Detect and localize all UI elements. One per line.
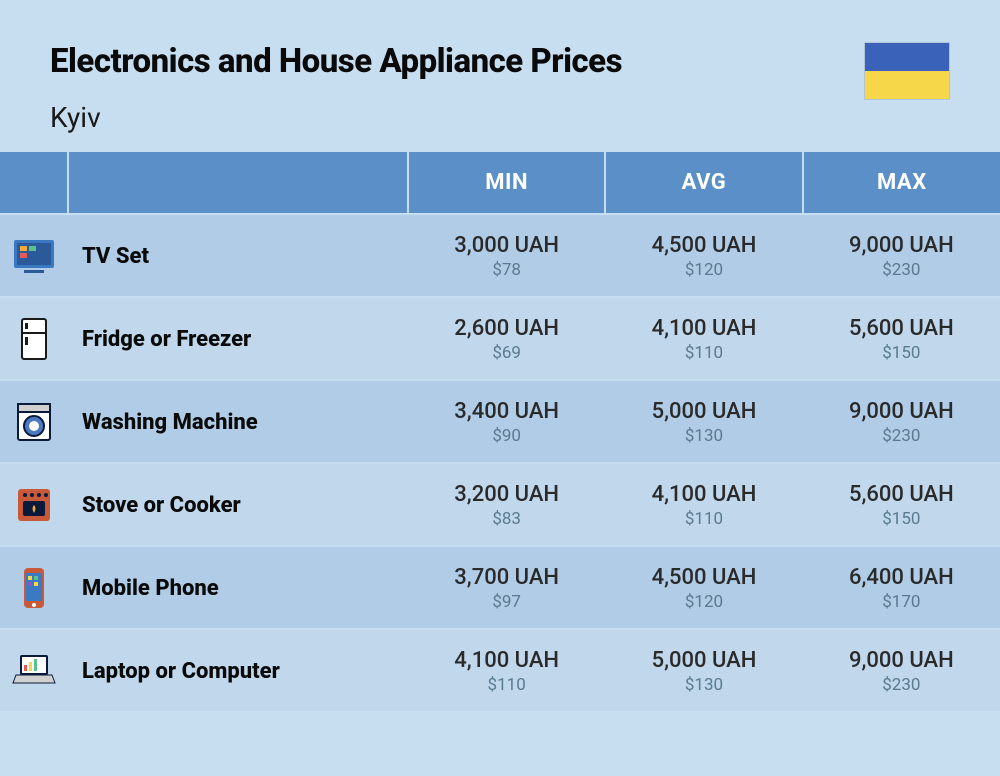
icon-cell xyxy=(0,297,68,380)
price-cell-avg: 4,500 UAH $120 xyxy=(605,546,802,629)
icon-cell xyxy=(0,380,68,463)
price-usd: $97 xyxy=(416,592,597,612)
header: Electronics and House Appliance Prices K… xyxy=(0,0,1000,152)
price-uah: 4,500 UAH xyxy=(613,233,794,258)
price-table: MIN AVG MAX TV Set 3,000 UAH $78 4,500 U… xyxy=(0,152,1000,711)
price-usd: $130 xyxy=(613,675,794,695)
table-header-avg: AVG xyxy=(605,152,802,214)
price-cell-min: 2,600 UAH $69 xyxy=(408,297,605,380)
price-usd: $130 xyxy=(613,426,794,446)
price-cell-max: 9,000 UAH $230 xyxy=(803,380,1000,463)
icon-cell xyxy=(0,629,68,711)
table-header-max: MAX xyxy=(803,152,1000,214)
icon-cell xyxy=(0,214,68,297)
page-title: Electronics and House Appliance Prices xyxy=(50,42,622,81)
price-uah: 3,200 UAH xyxy=(416,482,597,507)
price-usd: $150 xyxy=(811,509,992,529)
price-cell-min: 3,700 UAH $97 xyxy=(408,546,605,629)
icon-cell xyxy=(0,546,68,629)
price-cell-max: 9,000 UAH $230 xyxy=(803,629,1000,711)
price-usd: $230 xyxy=(811,260,992,280)
price-uah: 9,000 UAH xyxy=(811,648,992,673)
price-uah: 9,000 UAH xyxy=(811,233,992,258)
price-cell-avg: 4,100 UAH $110 xyxy=(605,297,802,380)
stove-icon xyxy=(10,481,58,529)
price-cell-avg: 4,100 UAH $110 xyxy=(605,463,802,546)
price-usd: $150 xyxy=(811,343,992,363)
table-row: Stove or Cooker 3,200 UAH $83 4,100 UAH … xyxy=(0,463,1000,546)
price-uah: 3,000 UAH xyxy=(416,233,597,258)
price-usd: $170 xyxy=(811,592,992,612)
price-cell-avg: 5,000 UAH $130 xyxy=(605,629,802,711)
price-cell-min: 3,000 UAH $78 xyxy=(408,214,605,297)
price-uah: 3,700 UAH xyxy=(416,565,597,590)
price-uah: 5,000 UAH xyxy=(613,648,794,673)
item-label: Laptop or Computer xyxy=(68,629,408,711)
table-header-item xyxy=(68,152,408,214)
price-cell-max: 9,000 UAH $230 xyxy=(803,214,1000,297)
price-uah: 5,600 UAH xyxy=(811,482,992,507)
price-uah: 5,600 UAH xyxy=(811,316,992,341)
price-usd: $110 xyxy=(613,343,794,363)
price-cell-avg: 4,500 UAH $120 xyxy=(605,214,802,297)
item-label: Fridge or Freezer xyxy=(68,297,408,380)
table-row: Laptop or Computer 4,100 UAH $110 5,000 … xyxy=(0,629,1000,711)
item-label: Mobile Phone xyxy=(68,546,408,629)
item-label: TV Set xyxy=(68,214,408,297)
price-uah: 4,100 UAH xyxy=(613,482,794,507)
fridge-icon xyxy=(10,315,58,363)
icon-cell xyxy=(0,463,68,546)
washer-icon xyxy=(10,398,58,446)
item-label: Washing Machine xyxy=(68,380,408,463)
price-uah: 3,400 UAH xyxy=(416,399,597,424)
price-uah: 9,000 UAH xyxy=(811,399,992,424)
price-usd: $83 xyxy=(416,509,597,529)
price-uah: 5,000 UAH xyxy=(613,399,794,424)
price-uah: 2,600 UAH xyxy=(416,316,597,341)
laptop-icon xyxy=(10,647,58,695)
price-cell-max: 5,600 UAH $150 xyxy=(803,463,1000,546)
price-usd: $120 xyxy=(613,260,794,280)
price-usd: $69 xyxy=(416,343,597,363)
price-cell-min: 4,100 UAH $110 xyxy=(408,629,605,711)
price-usd: $120 xyxy=(613,592,794,612)
table-row: Washing Machine 3,400 UAH $90 5,000 UAH … xyxy=(0,380,1000,463)
price-cell-min: 3,400 UAH $90 xyxy=(408,380,605,463)
price-cell-avg: 5,000 UAH $130 xyxy=(605,380,802,463)
price-usd: $230 xyxy=(811,426,992,446)
price-usd: $90 xyxy=(416,426,597,446)
price-uah: 4,500 UAH xyxy=(613,565,794,590)
price-cell-max: 5,600 UAH $150 xyxy=(803,297,1000,380)
price-uah: 4,100 UAH xyxy=(613,316,794,341)
price-usd: $78 xyxy=(416,260,597,280)
table-row: Fridge or Freezer 2,600 UAH $69 4,100 UA… xyxy=(0,297,1000,380)
price-uah: 6,400 UAH xyxy=(811,565,992,590)
table-header-icon xyxy=(0,152,68,214)
price-cell-max: 6,400 UAH $170 xyxy=(803,546,1000,629)
table-header-min: MIN xyxy=(408,152,605,214)
table-row: TV Set 3,000 UAH $78 4,500 UAH $120 9,00… xyxy=(0,214,1000,297)
page-subtitle: Kyiv xyxy=(50,101,622,134)
table-row: Mobile Phone 3,700 UAH $97 4,500 UAH $12… xyxy=(0,546,1000,629)
item-label: Stove or Cooker xyxy=(68,463,408,546)
price-usd: $110 xyxy=(416,675,597,695)
tv-icon xyxy=(10,232,58,280)
phone-icon xyxy=(10,564,58,612)
price-uah: 4,100 UAH xyxy=(416,648,597,673)
price-cell-min: 3,200 UAH $83 xyxy=(408,463,605,546)
price-usd: $230 xyxy=(811,675,992,695)
price-usd: $110 xyxy=(613,509,794,529)
ukraine-flag-icon xyxy=(864,42,950,100)
